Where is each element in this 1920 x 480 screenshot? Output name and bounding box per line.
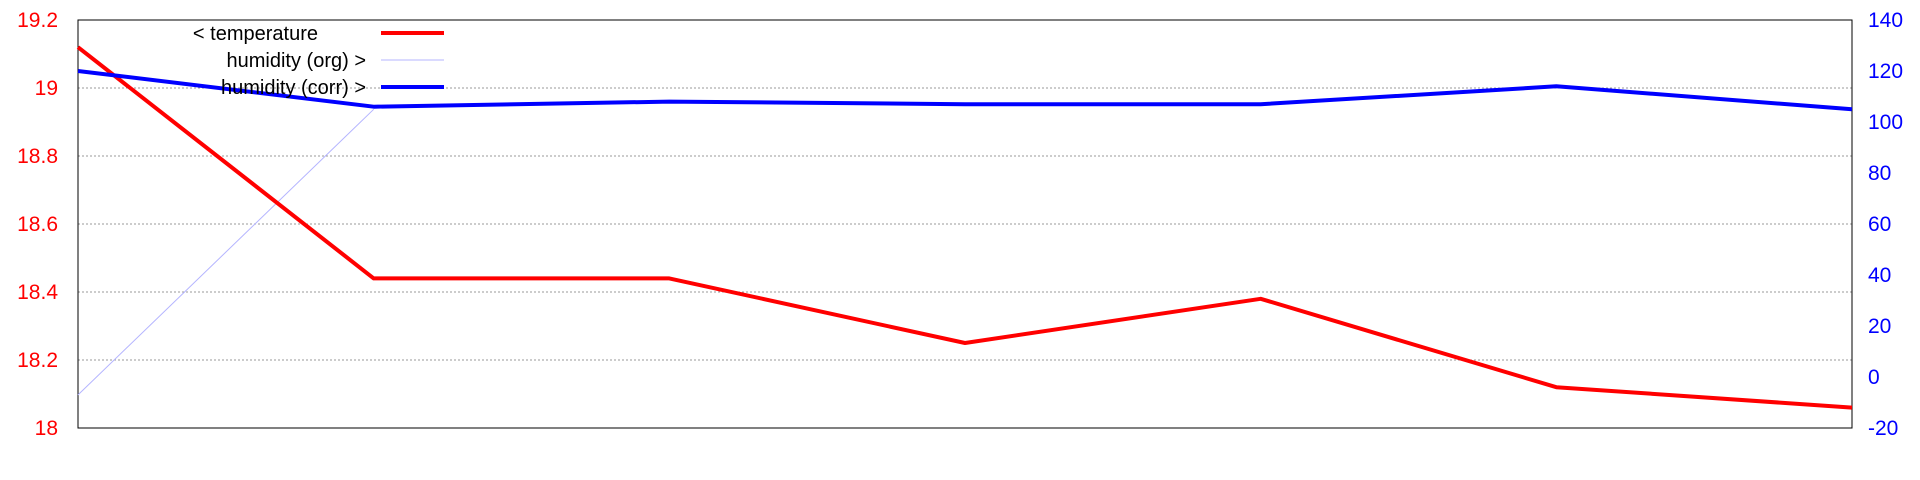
- right-tick-label: 60: [1868, 213, 1891, 236]
- right-tick-label: 100: [1868, 111, 1903, 134]
- plot-frame: [77, 19, 1853, 429]
- series-line-humidity-org: [77, 108, 375, 396]
- legend-label: < temperature: [193, 23, 318, 45]
- right-tick-label: 80: [1868, 162, 1891, 185]
- left-tick-label: 19.2: [17, 9, 58, 32]
- series-layer: [76, 45, 1853, 410]
- legend-label: humidity (org) >: [227, 50, 367, 72]
- left-tick-label: 19: [35, 77, 58, 100]
- left-tick-label: 18.8: [17, 145, 58, 168]
- left-tick-label: 18: [35, 417, 58, 440]
- right-tick-label: 20: [1868, 315, 1891, 338]
- left-tick-label: 18.6: [17, 213, 58, 236]
- right-axis-ticks: -20 0 20 40 60 80 100 120 140: [1868, 9, 1903, 440]
- legend-label: humidity (corr) >: [221, 77, 366, 99]
- right-tick-label: 120: [1868, 60, 1903, 83]
- left-tick-label: 18.2: [17, 349, 58, 372]
- right-tick-label: -20: [1868, 417, 1898, 440]
- grid-lines: [78, 87, 1852, 361]
- right-tick-label: 0: [1868, 366, 1880, 389]
- series-line-humidity-corr: [77, 69, 1853, 112]
- left-axis-ticks: 18 18.2 18.4 18.6 18.8 19 19.2: [17, 9, 58, 440]
- right-tick-label: 40: [1868, 264, 1891, 287]
- right-tick-label: 140: [1868, 9, 1903, 32]
- series-line-temperature: [76, 45, 1853, 410]
- legend: < temperature humidity (org) > humidity (c…: [193, 23, 444, 99]
- left-tick-label: 18.4: [17, 281, 58, 304]
